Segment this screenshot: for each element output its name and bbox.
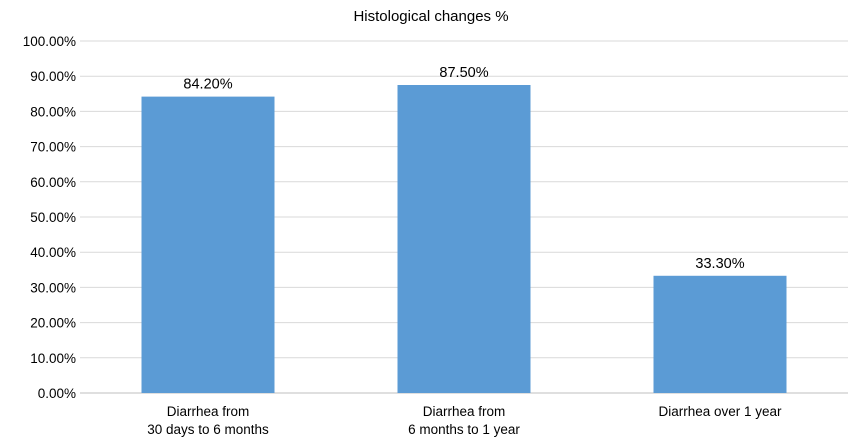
data-labels: 84.20% 87.50% 33.30% — [183, 65, 744, 272]
y-tick-label: 40.00% — [30, 245, 76, 260]
data-label: 33.30% — [695, 256, 744, 272]
y-tick-label: 20.00% — [30, 316, 76, 331]
bar — [141, 96, 275, 393]
y-tick-label: 60.00% — [30, 175, 76, 190]
bar — [397, 85, 531, 393]
bars — [141, 85, 787, 393]
data-label: 84.20% — [183, 77, 232, 93]
y-tick-label: 10.00% — [30, 351, 76, 366]
x-category-label: 6 months to 1 year — [408, 422, 520, 437]
chart-title: Histological changes % — [353, 8, 509, 25]
x-category-label: Diarrhea from — [167, 404, 250, 419]
y-tick-label: 50.00% — [30, 210, 76, 225]
y-tick-label: 70.00% — [30, 140, 76, 155]
data-label: 87.50% — [439, 65, 488, 81]
x-category-label: Diarrhea over 1 year — [658, 404, 782, 419]
y-axis-ticks: 0.00% 10.00% 20.00% 30.00% 40.00% 50.00% 60.00… — [23, 34, 76, 401]
x-category-label: 30 days to 6 months — [147, 422, 269, 437]
y-tick-label: 0.00% — [38, 386, 76, 401]
y-tick-label: 80.00% — [30, 104, 76, 119]
y-tick-label: 100.00% — [23, 34, 76, 49]
x-category-label: Diarrhea from — [423, 404, 506, 419]
y-tick-label: 90.00% — [30, 69, 76, 84]
x-axis-labels: Diarrhea from 30 days to 6 months Diarrhea… — [147, 404, 782, 437]
bar — [653, 275, 787, 393]
y-tick-label: 30.00% — [30, 280, 76, 295]
